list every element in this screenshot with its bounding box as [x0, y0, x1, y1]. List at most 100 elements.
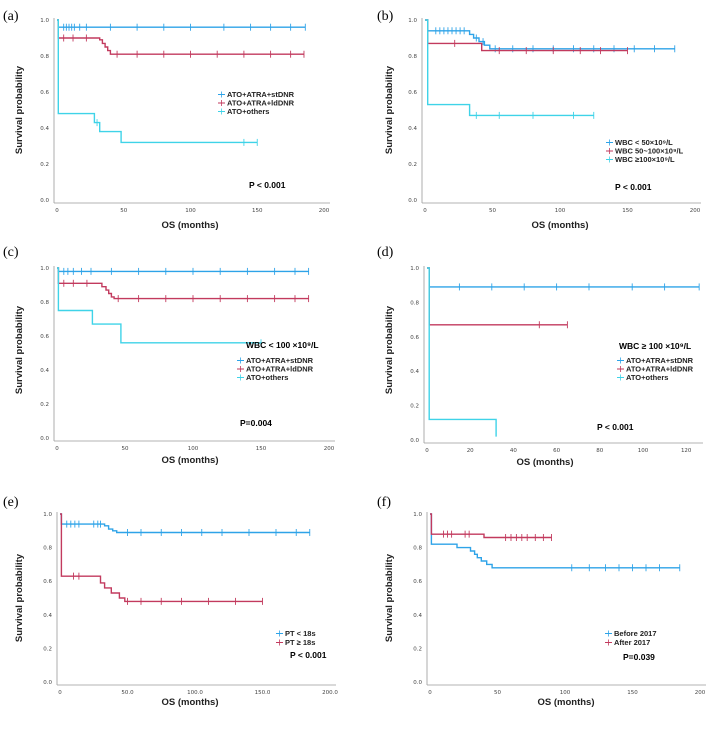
legend-entry: ATO+others	[626, 373, 668, 382]
y-tick-label: 0.2	[410, 404, 419, 410]
x-tick-label: 0	[425, 448, 429, 454]
legend-entry: ATO+ATRA+stDNR	[246, 356, 314, 365]
legend-entry: ATO+ATRA+ldDNR	[626, 365, 694, 374]
y-tick-label: 0.6	[40, 90, 49, 96]
legend-entry: ATO+ATRA+stDNR	[626, 356, 694, 365]
x-tick-label: 150.0	[255, 690, 271, 696]
panel-letter: (c)	[3, 245, 19, 260]
y-tick-label: 0.0	[408, 198, 417, 204]
x-tick-label: 100	[185, 208, 196, 214]
x-tick-label: 50	[120, 208, 127, 214]
km-panel-c: (c) 0.0 0.2 0.4 0.6 0.8 1.0 0 50 100 150 200 Surviva…	[3, 245, 335, 466]
x-tick-label: 100.0	[187, 690, 203, 696]
y-tick-label: 0.8	[43, 546, 52, 552]
panel-subtitle: WBC ≥ 100 ×10⁹/L	[619, 341, 691, 351]
x-tick-label: 0	[58, 690, 62, 696]
y-axis-label: Survival probability	[14, 65, 25, 154]
y-tick-label: 0.2	[43, 646, 52, 652]
x-tick-label: 50	[489, 208, 496, 214]
x-tick-label: 50	[494, 690, 501, 696]
x-tick-label: 100	[188, 446, 199, 452]
x-tick-label: 0	[428, 690, 432, 696]
panel-letter: (f)	[377, 495, 391, 510]
x-tick-label: 200	[319, 208, 330, 214]
km-curve-ato-atra-lddnr	[57, 267, 309, 300]
y-axis-label: Survival probability	[384, 553, 395, 642]
y-tick-label: 0.8	[40, 54, 49, 60]
y-tick-label: 0.4	[410, 369, 419, 375]
p-value: P < 0.001	[597, 422, 634, 432]
y-tick-label: 1.0	[410, 266, 419, 272]
y-tick-label: 0.4	[43, 613, 52, 619]
p-value: P < 0.001	[290, 650, 327, 660]
km-curve-pt-18s	[60, 513, 263, 603]
y-axis-label: Survival probability	[384, 65, 395, 154]
km-curve-ato-atra-stdnr	[57, 267, 309, 273]
km-curve-before-2017	[430, 513, 680, 569]
legend-entry: After 2017	[614, 638, 650, 647]
x-axis-label: OS (months)	[538, 697, 595, 708]
p-value: P < 0.001	[249, 180, 286, 190]
y-tick-label: 1.0	[413, 512, 422, 518]
x-axis-label: OS (months)	[162, 697, 219, 708]
x-tick-label: 150	[256, 446, 267, 452]
x-tick-label: 40	[510, 448, 517, 454]
y-tick-label: 0.6	[40, 334, 49, 340]
y-tick-label: 0.6	[43, 579, 52, 585]
x-axis-label: OS (months)	[517, 457, 574, 468]
panel-letter: (b)	[377, 9, 394, 24]
y-tick-label: 0.4	[408, 126, 417, 132]
km-curve-ato-atra-lddnr	[57, 19, 304, 55]
y-tick-label: 0.0	[40, 436, 49, 442]
y-tick-label: 0.6	[408, 90, 417, 96]
x-tick-label: 100	[560, 690, 571, 696]
p-value: P < 0.001	[615, 182, 652, 192]
x-tick-label: 150	[627, 690, 638, 696]
y-tick-label: 0.4	[413, 613, 422, 619]
x-tick-label: 200	[324, 446, 335, 452]
y-tick-label: 0.4	[40, 126, 49, 132]
legend-entry: WBC < 50×10⁹/L	[615, 138, 673, 147]
km-curve-ato-others	[57, 267, 261, 344]
km-curve-wbc-100-10-l	[425, 19, 594, 117]
y-axis-label: Survival probability	[384, 305, 395, 394]
x-axis-label: OS (months)	[162, 455, 219, 466]
y-tick-label: 0.6	[413, 579, 422, 585]
legend-entry: WBC ≥100×10⁹/L	[615, 155, 675, 164]
y-tick-label: 1.0	[40, 18, 49, 24]
legend-entry: ATO+ATRA+ldDNR	[246, 365, 314, 374]
x-tick-label: 150	[622, 208, 633, 214]
x-tick-label: 50.0	[121, 690, 134, 696]
legend-entry: PT < 18s	[285, 629, 316, 638]
x-tick-label: 150	[252, 208, 263, 214]
y-tick-label: 0.2	[40, 402, 49, 408]
panel-subtitle: WBC < 100 ×10⁹/L	[246, 340, 319, 350]
x-tick-label: 20	[467, 448, 474, 454]
y-tick-label: 0.0	[40, 198, 49, 204]
x-tick-label: 200.0	[322, 690, 338, 696]
km-curve-ato-atra-stdnr	[57, 19, 306, 28]
y-tick-label: 0.0	[43, 680, 52, 686]
km-panel-d: (d) 0.0 0.2 0.4 0.6 0.8 1.0 0 20 40 60 80 100 120 Surv…	[377, 245, 703, 468]
legend-entry: ATO+ATRA+stDNR	[227, 90, 295, 99]
y-tick-label: 0.8	[410, 300, 419, 306]
y-tick-label: 0.2	[40, 162, 49, 168]
y-axis-label: Survival probability	[14, 553, 25, 642]
x-tick-label: 120	[681, 448, 692, 454]
legend-entry: Before 2017	[614, 629, 657, 638]
y-tick-label: 0.0	[413, 680, 422, 686]
km-curve-wbc-50-10-l	[425, 19, 675, 50]
x-tick-label: 60	[553, 448, 560, 454]
y-tick-label: 0.0	[410, 438, 419, 444]
x-tick-label: 50	[122, 446, 129, 452]
km-panel-f: (f) 0.0 0.2 0.4 0.6 0.8 1.0 0 50 100 150 200 Surviva…	[377, 495, 706, 708]
panel-letter: (e)	[3, 495, 19, 510]
x-tick-label: 0	[423, 208, 427, 214]
legend-entry: ATO+others	[227, 107, 269, 116]
km-curve-ato-atra-stdnr	[427, 267, 700, 288]
x-tick-label: 100	[638, 448, 649, 454]
panel-letter: (d)	[377, 245, 394, 260]
x-axis-label: OS (months)	[532, 220, 589, 231]
x-tick-label: 0	[55, 446, 59, 452]
